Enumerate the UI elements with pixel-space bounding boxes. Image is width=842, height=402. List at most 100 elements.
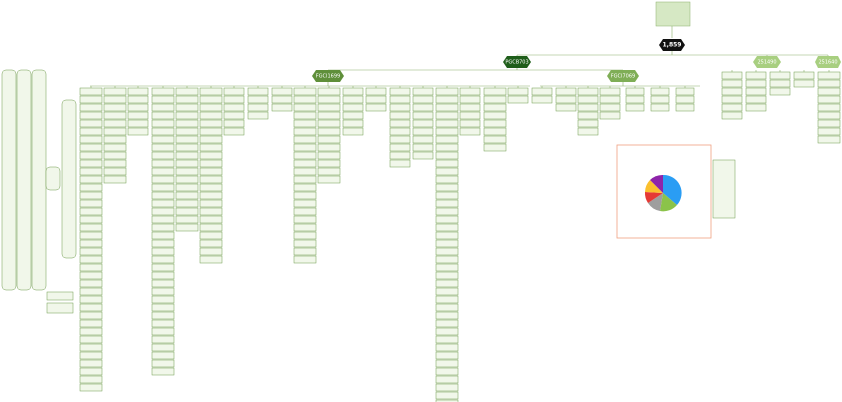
node-box xyxy=(199,175,223,184)
node-box xyxy=(127,95,149,104)
node-box xyxy=(435,199,459,208)
node-box xyxy=(175,111,199,120)
node-box xyxy=(151,183,175,192)
node-box xyxy=(151,319,175,328)
node-box xyxy=(79,207,103,216)
node-box xyxy=(79,359,103,368)
node-box xyxy=(507,87,529,96)
node-box xyxy=(199,255,223,264)
level1-label: 251640 xyxy=(818,60,837,66)
node-box xyxy=(103,95,127,104)
node-box xyxy=(389,87,411,96)
node-box xyxy=(127,103,149,112)
node-box xyxy=(435,287,459,296)
node-box xyxy=(199,231,223,240)
node-box xyxy=(151,127,175,136)
node-box xyxy=(199,215,223,224)
node-box xyxy=(79,375,103,384)
node-box xyxy=(435,247,459,256)
node-box xyxy=(435,319,459,328)
node-box xyxy=(79,87,103,96)
node-box xyxy=(531,95,553,104)
node-box xyxy=(151,87,175,96)
node-box xyxy=(342,119,364,128)
node-box xyxy=(412,95,434,104)
node-box xyxy=(435,311,459,320)
node-box xyxy=(199,135,223,144)
node-box xyxy=(199,239,223,248)
node-box xyxy=(317,119,341,128)
connector xyxy=(516,51,829,57)
node-box xyxy=(435,191,459,200)
node-box xyxy=(271,103,293,112)
node-box xyxy=(79,239,103,248)
connector xyxy=(90,82,700,87)
pie xyxy=(644,174,682,212)
node-box xyxy=(293,239,317,248)
node-box xyxy=(151,255,175,264)
node-box xyxy=(435,231,459,240)
node-box xyxy=(247,87,269,96)
node-box xyxy=(79,103,103,112)
node-box xyxy=(317,167,341,176)
node-box xyxy=(650,87,670,96)
node-box xyxy=(151,111,175,120)
node-box xyxy=(483,135,507,144)
node-box xyxy=(151,279,175,288)
node-box xyxy=(721,79,743,88)
node-box xyxy=(127,111,149,120)
node-box xyxy=(79,247,103,256)
node-box xyxy=(317,127,341,136)
node-box xyxy=(151,143,175,152)
node-box xyxy=(342,111,364,120)
node-box xyxy=(817,135,841,144)
legend-box xyxy=(712,159,736,219)
node-box xyxy=(625,87,645,96)
node-box xyxy=(435,279,459,288)
node-box xyxy=(412,87,434,96)
node-box xyxy=(721,87,743,96)
node-box xyxy=(79,143,103,152)
column-group xyxy=(31,69,47,291)
node-box xyxy=(483,111,507,120)
node-box xyxy=(317,135,341,144)
node-box xyxy=(79,191,103,200)
node-box xyxy=(293,103,317,112)
node-box xyxy=(175,143,199,152)
node-box xyxy=(199,199,223,208)
node-box xyxy=(435,223,459,232)
node-box xyxy=(175,151,199,160)
node-box xyxy=(151,351,175,360)
level1-node xyxy=(503,56,531,68)
node-box xyxy=(293,143,317,152)
node-box xyxy=(127,87,149,96)
node-box xyxy=(175,175,199,184)
node-box xyxy=(175,207,199,216)
node-box xyxy=(127,119,149,128)
node-box xyxy=(435,183,459,192)
node-box xyxy=(79,271,103,280)
node-box xyxy=(317,159,341,168)
node-box xyxy=(577,103,599,112)
node-box xyxy=(79,367,103,376)
node-box xyxy=(342,87,364,96)
node-box xyxy=(151,311,175,320)
node-box xyxy=(79,383,103,392)
node-box xyxy=(79,183,103,192)
node-box xyxy=(79,215,103,224)
node-box xyxy=(745,71,767,80)
node-box xyxy=(103,103,127,112)
node-box xyxy=(151,263,175,272)
node-box xyxy=(650,95,670,104)
node-box xyxy=(412,111,434,120)
node-box xyxy=(412,135,434,144)
node-box xyxy=(223,103,245,112)
node-box xyxy=(151,247,175,256)
node-box xyxy=(483,95,507,104)
node-box xyxy=(389,151,411,160)
node-box xyxy=(79,279,103,288)
node-box xyxy=(175,127,199,136)
node-box xyxy=(745,87,767,96)
node-box xyxy=(817,111,841,120)
node-box xyxy=(625,103,645,112)
